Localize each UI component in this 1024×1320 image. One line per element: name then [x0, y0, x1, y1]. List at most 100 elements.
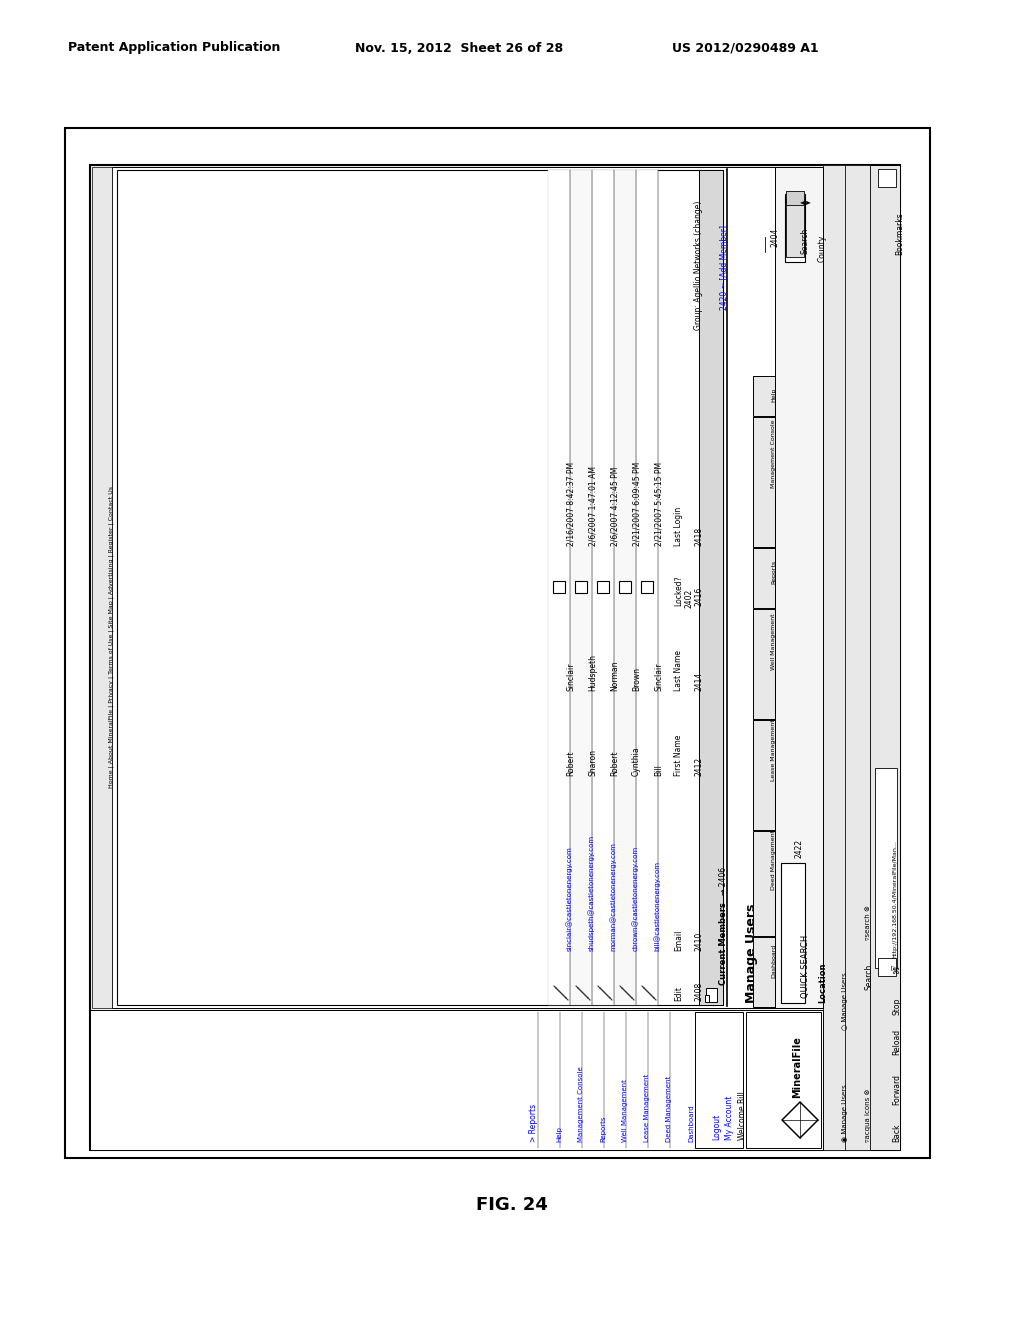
Text: http://192.168.50.4/MineralFile/Man...: http://192.168.50.4/MineralFile/Man...: [892, 840, 897, 958]
Text: Cynthia: Cynthia: [632, 746, 641, 776]
Text: Search: Search: [865, 964, 874, 990]
Bar: [823, 165, 845, 1150]
Text: cbrown@castletonenergy.com: cbrown@castletonenergy.com: [632, 846, 639, 950]
Text: QUICK SEARCH: QUICK SEARCH: [801, 935, 810, 998]
Bar: [553, 581, 565, 593]
Text: Welcome Bill: Welcome Bill: [738, 1092, 746, 1140]
Text: Reload: Reload: [892, 1028, 901, 1055]
Text: Bill: Bill: [654, 764, 663, 776]
Text: MineralFile: MineralFile: [792, 1036, 802, 1098]
Bar: [753, 609, 775, 719]
Bar: [575, 581, 587, 593]
Text: sinclair@castletonenergy.com: sinclair@castletonenergy.com: [566, 846, 572, 950]
Bar: [597, 581, 609, 593]
Bar: [775, 168, 823, 1008]
Text: Lease Management: Lease Management: [771, 719, 776, 781]
Text: Sharon: Sharon: [588, 748, 597, 776]
Bar: [753, 937, 775, 1007]
Bar: [705, 995, 709, 1002]
Text: Bookmarks: Bookmarks: [895, 213, 904, 255]
Text: ▽: ▽: [892, 965, 898, 970]
Text: Logout: Logout: [712, 1114, 721, 1140]
Text: 2/16/2007 8:42:37 PM: 2/16/2007 8:42:37 PM: [566, 462, 575, 546]
Bar: [90, 165, 900, 1150]
Bar: [112, 168, 823, 1008]
Bar: [786, 191, 804, 205]
Bar: [786, 199, 804, 257]
Text: ▿search ⊗: ▿search ⊗: [865, 906, 871, 940]
Text: Help: Help: [771, 388, 776, 403]
Text: Patent Application Publication: Patent Application Publication: [68, 41, 281, 54]
Text: First Name: First Name: [674, 735, 683, 776]
Bar: [592, 170, 614, 1005]
Text: 2410: 2410: [694, 932, 703, 950]
Text: shudspeth@castletonenergy.com: shudspeth@castletonenergy.com: [588, 834, 595, 950]
Text: US 2012/0290489 A1: US 2012/0290489 A1: [672, 41, 818, 54]
Text: Stop: Stop: [892, 998, 901, 1015]
Text: Well Management: Well Management: [622, 1080, 628, 1142]
Text: Norman: Norman: [610, 660, 618, 690]
Bar: [695, 1012, 743, 1148]
Bar: [746, 1012, 821, 1148]
Text: Nov. 15, 2012  Sheet 26 of 28: Nov. 15, 2012 Sheet 26 of 28: [355, 41, 563, 54]
Text: Sinclair: Sinclair: [654, 663, 663, 690]
Text: Locked?: Locked?: [674, 576, 683, 606]
Text: Group: Agellio Networks (change): Group: Agellio Networks (change): [694, 201, 703, 330]
Bar: [90, 1010, 823, 1150]
Text: Deed Management: Deed Management: [771, 830, 776, 890]
Text: > Reports: > Reports: [529, 1104, 538, 1142]
Bar: [878, 958, 896, 975]
Text: 2402: 2402: [685, 589, 694, 609]
Text: Last Login: Last Login: [674, 507, 683, 546]
Text: 2408: 2408: [694, 982, 703, 1001]
Text: Robert: Robert: [610, 751, 618, 776]
Text: Current Members: Current Members: [719, 902, 728, 985]
Bar: [699, 170, 723, 1005]
Text: Management Console: Management Console: [771, 420, 776, 488]
Text: ▿acqua icons ⊗: ▿acqua icons ⊗: [865, 1089, 871, 1142]
Bar: [753, 376, 775, 416]
Text: 2412: 2412: [694, 756, 703, 776]
Text: Reports: Reports: [771, 560, 776, 583]
Bar: [548, 170, 570, 1005]
Text: My Account: My Account: [725, 1096, 734, 1140]
Text: Help: Help: [556, 1126, 562, 1142]
Text: 2/6/2007 1:47:01 AM: 2/6/2007 1:47:01 AM: [588, 466, 597, 546]
Bar: [117, 170, 723, 1005]
Text: ◉ Manage Users: ◉ Manage Users: [842, 1084, 848, 1142]
Bar: [845, 165, 870, 1150]
Text: 2414: 2414: [694, 672, 703, 690]
Text: Home | About MineralFile | Privacy | Terms of Use | Site Map | Advertising | Reg: Home | About MineralFile | Privacy | Ter…: [108, 486, 114, 788]
Bar: [781, 863, 805, 1003]
Bar: [65, 128, 930, 1158]
Text: FIG. 24: FIG. 24: [476, 1196, 548, 1214]
Bar: [614, 170, 636, 1005]
Text: Brown: Brown: [632, 667, 641, 690]
Bar: [618, 581, 631, 593]
Text: Reports: Reports: [600, 1115, 606, 1142]
Text: County: County: [818, 235, 827, 261]
Text: Management Console: Management Console: [578, 1067, 584, 1142]
Text: Edit: Edit: [674, 986, 683, 1001]
Text: 2422: 2422: [795, 840, 804, 858]
Text: ▲
▼: ▲ ▼: [801, 199, 812, 205]
Text: Search: Search: [801, 228, 810, 253]
Text: Lease Management: Lease Management: [644, 1073, 650, 1142]
Bar: [92, 168, 112, 1008]
Bar: [878, 169, 896, 187]
Text: Back: Back: [892, 1123, 901, 1142]
Text: morman@castletonenergy.com: morman@castletonenergy.com: [610, 842, 616, 950]
Text: Forward: Forward: [892, 1074, 901, 1105]
Text: 2404: 2404: [770, 227, 779, 247]
Text: ⌘: ⌘: [892, 965, 901, 973]
Bar: [706, 987, 717, 1002]
Text: Robert: Robert: [566, 751, 575, 776]
Bar: [753, 719, 775, 830]
Text: ○ Manage Users: ○ Manage Users: [842, 973, 848, 1030]
Text: bill@castletonenergy.com: bill@castletonenergy.com: [654, 861, 660, 950]
Text: 2418: 2418: [694, 527, 703, 546]
Text: Manage Users: Manage Users: [745, 904, 758, 1003]
Text: Well Management: Well Management: [771, 614, 776, 671]
Text: Email: Email: [674, 929, 683, 950]
Text: Dashboard: Dashboard: [771, 944, 776, 978]
